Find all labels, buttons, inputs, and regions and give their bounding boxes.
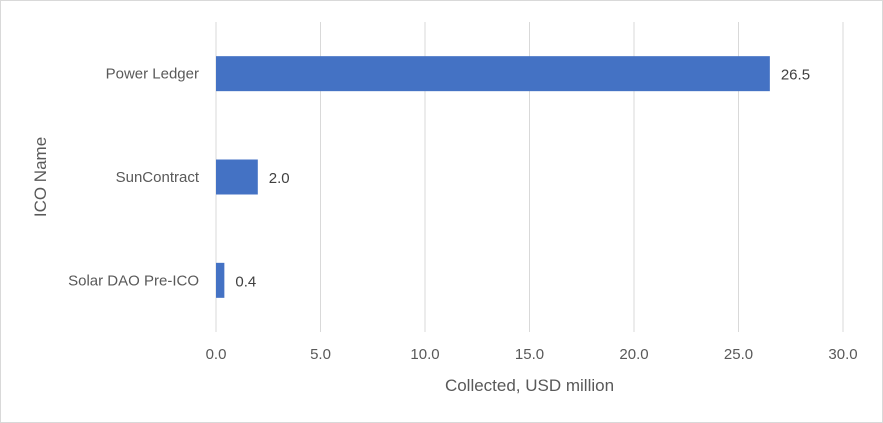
x-tick-label: 15.0 [515, 346, 544, 363]
x-tick-label: 25.0 [724, 346, 753, 363]
data-label: 2.0 [269, 170, 290, 187]
x-tick-label: 5.0 [310, 346, 331, 363]
y-tick-label: SunContract [116, 169, 200, 186]
data-label: 26.5 [781, 67, 810, 84]
x-axis-ticks: 0.0 5.0 10.0 15.0 20.0 25.0 30.0 [206, 346, 858, 363]
y-tick-label: Solar DAO Pre-ICO [68, 272, 199, 289]
data-labels: 26.5 2.0 0.4 [235, 67, 810, 291]
bar [216, 262, 225, 298]
bar [216, 159, 258, 195]
y-axis-title: ICO Name [31, 137, 50, 217]
y-tick-label: Power Ledger [106, 66, 199, 83]
y-axis-ticks: Power Ledger SunContract Solar DAO Pre-ICO [68, 66, 200, 290]
x-tick-label: 0.0 [206, 346, 227, 363]
data-label: 0.4 [235, 273, 256, 290]
x-tick-label: 30.0 [828, 346, 857, 363]
bars [216, 56, 770, 298]
bar [216, 56, 770, 92]
x-axis-title: Collected, USD million [445, 376, 614, 395]
x-tick-label: 10.0 [410, 346, 439, 363]
x-tick-label: 20.0 [619, 346, 648, 363]
